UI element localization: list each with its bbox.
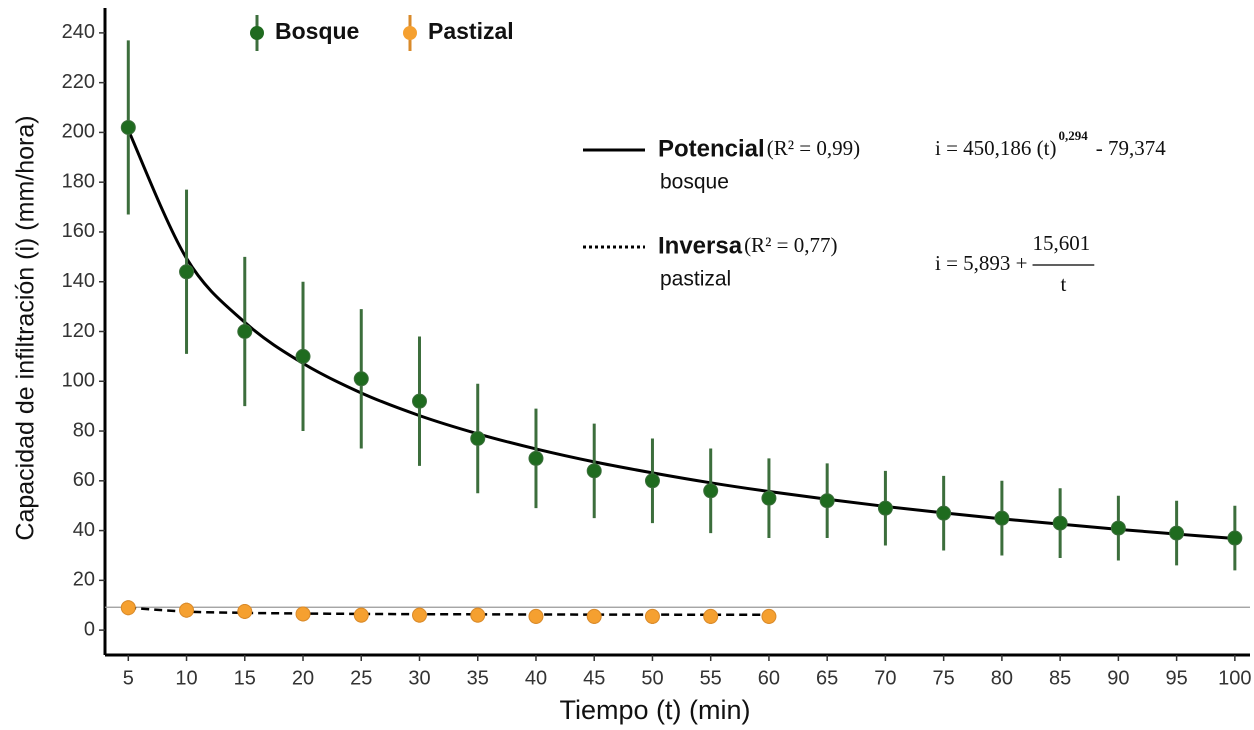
y-tick-label: 220 — [62, 71, 95, 93]
equation: i = 5,893 + — [935, 251, 1028, 275]
data-point — [1052, 515, 1068, 531]
data-point — [528, 608, 544, 624]
y-tick-label: 40 — [73, 519, 95, 541]
legend-label: Bosque — [275, 18, 359, 44]
x-tick-label: 30 — [408, 667, 430, 689]
data-point — [936, 505, 952, 521]
data-point — [295, 606, 311, 622]
data-point — [877, 500, 893, 516]
data-point — [644, 473, 660, 489]
legend-group: pastizal — [660, 268, 731, 291]
x-tick-label: 5 — [123, 667, 134, 689]
x-tick-label: 55 — [700, 667, 722, 689]
data-point — [353, 607, 369, 623]
x-tick-label: 10 — [175, 667, 197, 689]
x-tick-label: 35 — [467, 667, 489, 689]
data-point — [237, 324, 253, 339]
data-point — [586, 463, 602, 479]
x-tick-label: 85 — [1049, 667, 1071, 689]
data-point — [179, 602, 195, 618]
x-tick-label: 90 — [1107, 667, 1129, 689]
y-tick-label: 200 — [62, 121, 95, 143]
data-point — [703, 483, 719, 499]
x-tick-label: 25 — [350, 667, 372, 689]
data-point — [353, 371, 369, 387]
legend-fit-name: Potencial — [658, 135, 765, 162]
data-point — [470, 607, 486, 623]
data-point — [237, 603, 253, 619]
x-tick-label: 95 — [1165, 667, 1187, 689]
legend-marker — [250, 26, 264, 40]
x-tick-label: 75 — [933, 667, 955, 689]
equation-denominator: t — [1060, 272, 1066, 296]
data-point — [120, 600, 136, 616]
y-tick-label: 240 — [62, 21, 95, 43]
data-point — [761, 608, 777, 624]
data-point — [644, 608, 660, 624]
y-tick-label: 20 — [73, 569, 95, 591]
y-axis-label: Capacidad de infiltración (i) (mm/hora) — [12, 115, 40, 540]
data-point — [120, 119, 136, 135]
y-tick-label: 60 — [73, 469, 95, 491]
equation: i = 450,186 (t) — [935, 136, 1057, 160]
x-tick-label: 15 — [234, 667, 256, 689]
data-point — [470, 431, 486, 447]
equation: - 79,374 — [1096, 136, 1166, 160]
x-tick-label: 50 — [641, 667, 663, 689]
data-point — [586, 608, 602, 624]
data-point — [528, 450, 544, 466]
data-point — [411, 607, 427, 623]
x-tick-label: 45 — [583, 667, 605, 689]
y-tick-label: 140 — [62, 270, 95, 292]
legend-fit-name: Inversa — [658, 232, 743, 259]
data-point — [295, 348, 311, 364]
equation-exponent: 0,294 — [1059, 128, 1089, 143]
y-tick-label: 80 — [73, 419, 95, 441]
data-point — [761, 490, 777, 506]
x-axis-label: Tiempo (t) (min) — [559, 695, 750, 725]
y-tick-label: 160 — [62, 220, 95, 242]
y-tick-label: 100 — [62, 370, 95, 392]
data-point — [411, 393, 427, 409]
x-tick-label: 70 — [874, 667, 896, 689]
x-tick-label: 65 — [816, 667, 838, 689]
x-tick-label: 60 — [758, 667, 780, 689]
y-tick-label: 180 — [62, 170, 95, 192]
legend-marker — [403, 26, 417, 40]
data-point — [1227, 530, 1243, 546]
data-point — [819, 493, 835, 509]
data-point — [703, 608, 719, 624]
legend-r2: (R² = 0,99) — [767, 136, 860, 160]
data-point — [1169, 525, 1185, 541]
legend-label: Pastizal — [428, 18, 514, 44]
x-tick-label: 100 — [1218, 667, 1251, 689]
y-tick-label: 120 — [62, 320, 95, 342]
legend-r2: (R² = 0,77) — [744, 233, 837, 257]
data-point — [179, 264, 195, 280]
x-tick-label: 40 — [525, 667, 547, 689]
fit-curve — [128, 606, 769, 617]
x-tick-label: 20 — [292, 667, 314, 689]
data-point — [994, 510, 1010, 526]
equation-numerator: 15,601 — [1033, 231, 1091, 255]
legend-group: bosque — [660, 171, 729, 194]
y-tick-label: 0 — [84, 618, 95, 640]
data-point — [1110, 520, 1126, 536]
x-tick-label: 80 — [991, 667, 1013, 689]
